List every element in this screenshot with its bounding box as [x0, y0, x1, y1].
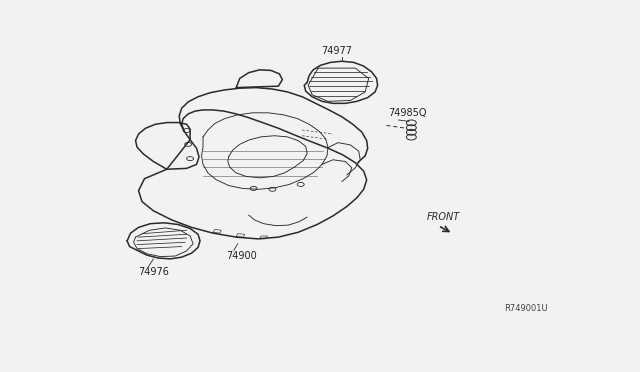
- Text: 74977: 74977: [321, 45, 353, 55]
- Text: 74900: 74900: [227, 251, 257, 261]
- Text: 74985Q: 74985Q: [388, 108, 427, 118]
- Text: FRONT: FRONT: [428, 212, 460, 222]
- Text: 74976: 74976: [138, 267, 170, 278]
- Text: R749001U: R749001U: [504, 304, 548, 313]
